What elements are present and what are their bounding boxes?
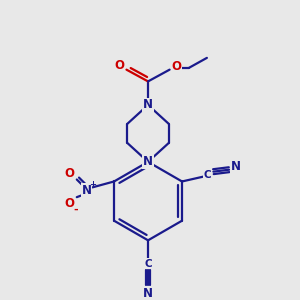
Text: +: + <box>89 180 96 189</box>
Text: N: N <box>82 184 92 197</box>
Text: -: - <box>74 205 78 215</box>
Text: N: N <box>143 155 153 168</box>
Text: O: O <box>115 59 124 72</box>
Text: N: N <box>143 98 153 112</box>
Text: N: N <box>143 287 153 300</box>
Text: O: O <box>64 167 74 180</box>
Text: O: O <box>172 60 182 73</box>
Text: N: N <box>231 160 241 173</box>
Text: C: C <box>144 259 152 269</box>
Text: C: C <box>204 169 211 180</box>
Text: O: O <box>64 196 74 209</box>
